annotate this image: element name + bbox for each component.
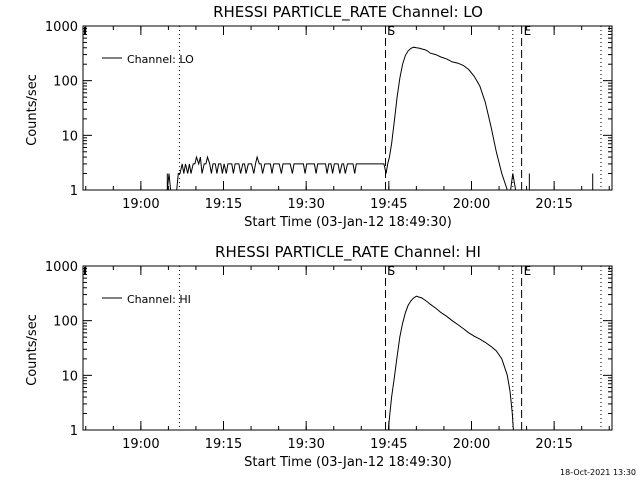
y-tick-label: 100 xyxy=(53,75,78,90)
x-tick-label: 19:30 xyxy=(287,437,324,452)
y-tick-label: 1 xyxy=(70,184,78,199)
legend-label-hi: Channel: HI xyxy=(127,293,191,306)
x-axis-label-hi: Start Time (03-Jan-12 18:49:30) xyxy=(244,455,452,470)
legend-label-lo: Channel: LO xyxy=(127,53,194,66)
x-tick-label: 19:00 xyxy=(122,197,159,212)
y-tick-label: 100 xyxy=(53,315,78,330)
x-tick-label: 19:45 xyxy=(370,437,407,452)
timestamp: 18-Oct-2021 13:30 xyxy=(560,468,636,477)
y-tick-label: 1000 xyxy=(45,20,78,35)
x-tick-label: 19:15 xyxy=(205,197,242,212)
y-tick-label: 10 xyxy=(61,369,78,384)
data-series-lo xyxy=(83,46,527,191)
x-axis-label-lo: Start Time (03-Jan-12 18:49:30) xyxy=(244,215,452,230)
plot-frame-hi xyxy=(82,265,613,431)
panel-hi: RHESSI PARTICLE_RATE Channel: HI Start T… xyxy=(25,243,613,470)
data-series-hi xyxy=(387,295,514,431)
plot-frame-lo xyxy=(82,25,613,191)
event-marker-label: E xyxy=(524,264,532,278)
x-tick-label: 20:15 xyxy=(535,197,572,212)
x-tick-label: 20:00 xyxy=(453,437,490,452)
y-axis-label-lo: Counts/sec xyxy=(25,74,40,146)
y-axis-label-hi: Counts/sec xyxy=(25,314,40,386)
x-tick-label: 20:00 xyxy=(453,197,490,212)
event-marker-label: S xyxy=(388,24,396,38)
chart-title-hi: RHESSI PARTICLE_RATE Channel: HI xyxy=(215,243,481,262)
y-tick-label: 10 xyxy=(61,129,78,144)
chart-title-lo: RHESSI PARTICLE_RATE Channel: LO xyxy=(213,3,483,22)
x-tick-label: 19:00 xyxy=(122,437,159,452)
y-tick-label: 1000 xyxy=(45,260,78,275)
x-tick-label: 19:15 xyxy=(205,437,242,452)
event-marker-label: E xyxy=(524,24,532,38)
panel-lo: RHESSI PARTICLE_RATE Channel: LO Start T… xyxy=(25,3,613,230)
x-tick-label: 19:45 xyxy=(370,197,407,212)
x-tick-label: 20:15 xyxy=(535,437,572,452)
event-marker-label: S xyxy=(388,264,396,278)
y-tick-label: 1 xyxy=(70,424,78,439)
x-tick-label: 19:30 xyxy=(287,197,324,212)
